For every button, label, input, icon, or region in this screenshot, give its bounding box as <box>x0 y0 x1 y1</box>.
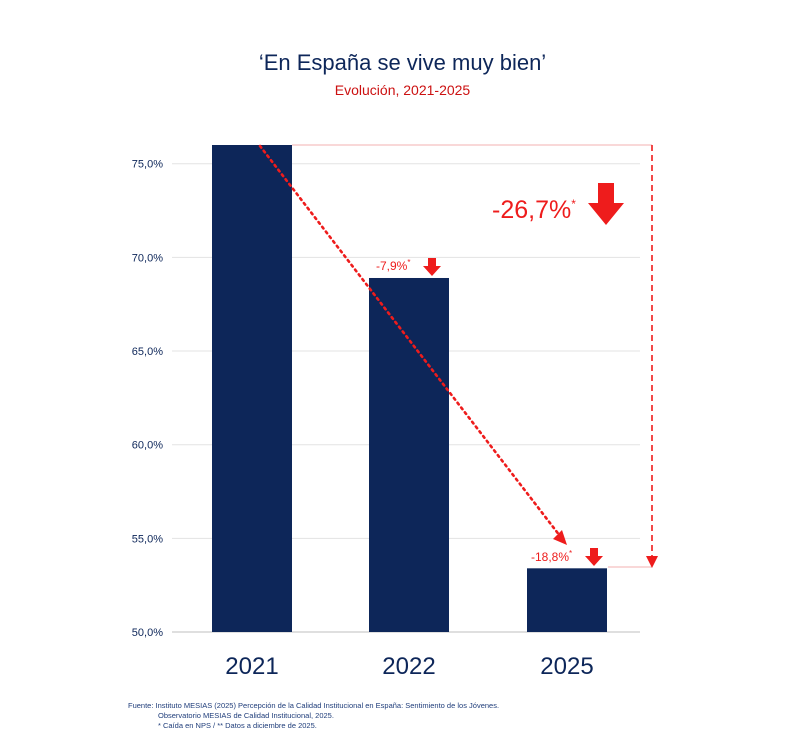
total-drop-arrowhead <box>646 556 658 568</box>
y-tick-label: 65,0% <box>132 346 163 358</box>
change-label-2022-asterisk: * <box>407 258 410 267</box>
y-tick-label: 50,0% <box>132 627 163 639</box>
total-change-value: -26,7% <box>492 196 571 224</box>
trend-line <box>258 144 562 538</box>
annotations: -7,9%* -18,8%* -26,7%* <box>258 144 658 568</box>
y-tick-label: 75,0% <box>132 159 163 171</box>
bar-2025 <box>527 568 607 632</box>
x-axis-ticks: 2021 2022 2025 <box>225 653 593 680</box>
total-change-label: -26,7%* <box>492 196 576 224</box>
footnote-notes: * Caída en NPS / ** Datos a diciembre de… <box>158 721 317 730</box>
y-tick-label: 70,0% <box>132 252 163 264</box>
trend-arrowhead <box>553 530 567 545</box>
down-arrow-icon <box>585 548 603 566</box>
change-label-2025: -18,8%* <box>531 549 572 564</box>
x-tick-label: 2025 <box>540 653 593 680</box>
bar-2022 <box>369 277 449 632</box>
y-tick-label: 55,0% <box>132 533 163 545</box>
bars <box>212 145 607 632</box>
down-arrow-icon <box>423 258 441 276</box>
footnote-source: Fuente: Instituto MESIAS (2025) Percepci… <box>128 701 500 710</box>
chart-subtitle: Evolución, 2021-2025 <box>334 82 471 98</box>
change-label-2022-value: -7,9% <box>376 259 408 273</box>
y-tick-label: 60,0% <box>132 440 163 452</box>
change-label-2025-value: -18,8% <box>531 550 569 564</box>
chart-title: ‘En España se vive muy bien’ <box>258 50 547 75</box>
x-tick-label: 2022 <box>382 653 435 680</box>
big-down-arrow-icon <box>588 183 624 225</box>
footnote-source-2: Observatorio MESIAS de Calidad Instituci… <box>158 711 334 720</box>
change-label-2025-asterisk: * <box>569 549 572 558</box>
change-label-2022: -7,9%* <box>376 258 410 273</box>
total-change-asterisk: * <box>571 197 576 211</box>
bar-2021 <box>212 145 292 632</box>
x-tick-label: 2021 <box>225 653 278 680</box>
y-axis-ticks: 50,0% 55,0% 60,0% 65,0% 70,0% 75,0% <box>132 159 163 639</box>
